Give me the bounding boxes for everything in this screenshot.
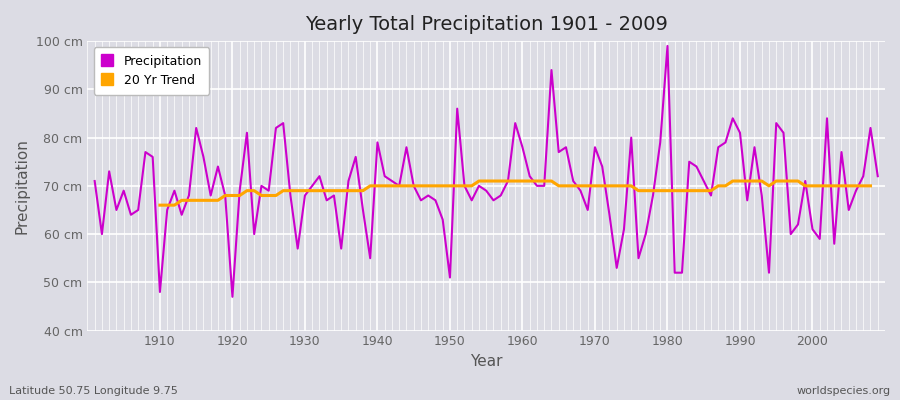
20 Yr Trend <box>155 203 166 208</box>
Line: 20 Yr Trend: 20 Yr Trend <box>160 181 870 205</box>
Precipitation <box>662 44 673 48</box>
20 Yr Trend <box>343 188 354 193</box>
20 Yr Trend <box>518 179 528 184</box>
20 Yr Trend <box>321 188 332 193</box>
20 Yr Trend <box>539 179 550 184</box>
Title: Yearly Total Precipitation 1901 - 2009: Yearly Total Precipitation 1901 - 2009 <box>305 15 668 34</box>
Precipitation <box>357 208 368 212</box>
20 Yr Trend <box>473 179 484 184</box>
Legend: Precipitation, 20 Yr Trend: Precipitation, 20 Yr Trend <box>94 47 210 95</box>
Precipitation <box>872 174 883 178</box>
20 Yr Trend <box>865 184 876 188</box>
Line: Precipitation: Precipitation <box>94 46 878 297</box>
20 Yr Trend <box>372 184 382 188</box>
Precipitation <box>148 154 158 159</box>
Precipitation <box>611 266 622 270</box>
Precipitation <box>314 174 325 178</box>
20 Yr Trend <box>720 184 731 188</box>
Text: worldspecies.org: worldspecies.org <box>796 386 891 396</box>
X-axis label: Year: Year <box>470 354 502 369</box>
Precipitation <box>89 179 100 184</box>
Precipitation <box>227 294 238 299</box>
Y-axis label: Precipitation: Precipitation <box>15 138 30 234</box>
Text: Latitude 50.75 Longitude 9.75: Latitude 50.75 Longitude 9.75 <box>9 386 178 396</box>
Precipitation <box>525 174 535 178</box>
Precipitation <box>518 145 528 150</box>
